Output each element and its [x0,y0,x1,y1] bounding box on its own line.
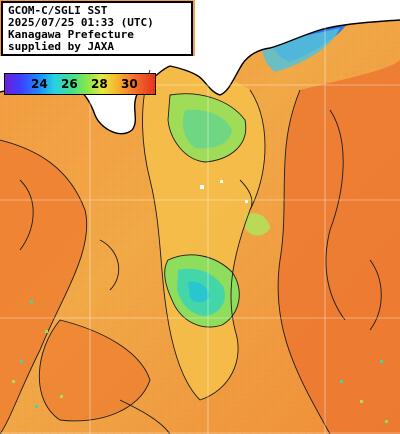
cool-water-small [245,213,270,236]
land-northeast-strip [352,0,400,15]
caption-sensor: GCOM-C/SGLI SST [8,4,108,17]
warm-water-southwest [39,320,150,421]
caption-credit: supplied by JAXA [8,40,114,53]
legend-tick-26: 26 [61,77,78,91]
caption-region: Kanagawa Prefecture [8,28,134,41]
coastline [0,19,400,135]
temperature-contours [0,69,382,434]
color-legend: 24 26 28 30 [4,73,156,95]
caption-timestamp: 2025/07/25 01:33 (UTC) [8,16,154,29]
cold-water-northeast-edge [262,28,340,72]
legend-tick-30: 30 [121,77,138,91]
caption-box: GCOM-C/SGLI SST 2025/07/25 01:33 (UTC) K… [1,1,193,56]
cool-water-lower-spot [188,281,210,303]
land-north [0,0,400,134]
sst-speckles [12,180,388,423]
cool-water-upper-core [182,109,232,149]
legend-tick-28: 28 [91,77,108,91]
warm-water-east [278,60,400,434]
legend-tick-24: 24 [31,77,48,91]
